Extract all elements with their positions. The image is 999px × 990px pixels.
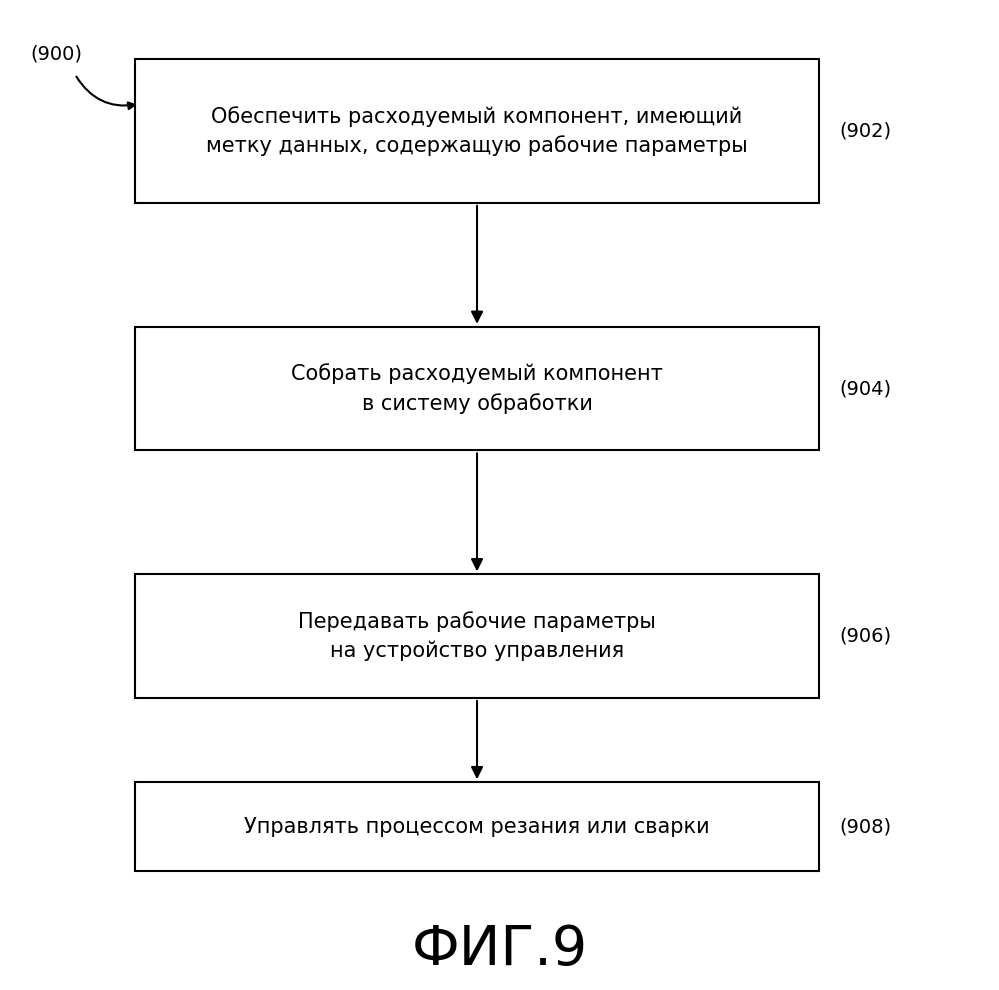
FancyBboxPatch shape bbox=[135, 327, 819, 450]
Text: (906): (906) bbox=[839, 627, 891, 645]
FancyBboxPatch shape bbox=[135, 59, 819, 203]
Text: (904): (904) bbox=[839, 379, 891, 398]
Text: (900): (900) bbox=[30, 45, 82, 63]
FancyBboxPatch shape bbox=[135, 782, 819, 871]
Text: (902): (902) bbox=[839, 122, 891, 141]
FancyBboxPatch shape bbox=[135, 574, 819, 698]
Text: (908): (908) bbox=[839, 817, 891, 837]
Text: Собрать расходуемый компонент
в систему обработки: Собрать расходуемый компонент в систему … bbox=[291, 363, 663, 414]
Text: Управлять процессом резания или сварки: Управлять процессом резания или сварки bbox=[244, 817, 710, 837]
FancyArrowPatch shape bbox=[76, 76, 135, 109]
Text: Передавать рабочие параметры
на устройство управления: Передавать рабочие параметры на устройст… bbox=[298, 611, 656, 661]
Text: Обеспечить расходуемый компонент, имеющий
метку данных, содержащую рабочие парам: Обеспечить расходуемый компонент, имеющи… bbox=[206, 106, 748, 156]
Text: ФИГ.9: ФИГ.9 bbox=[412, 924, 587, 977]
